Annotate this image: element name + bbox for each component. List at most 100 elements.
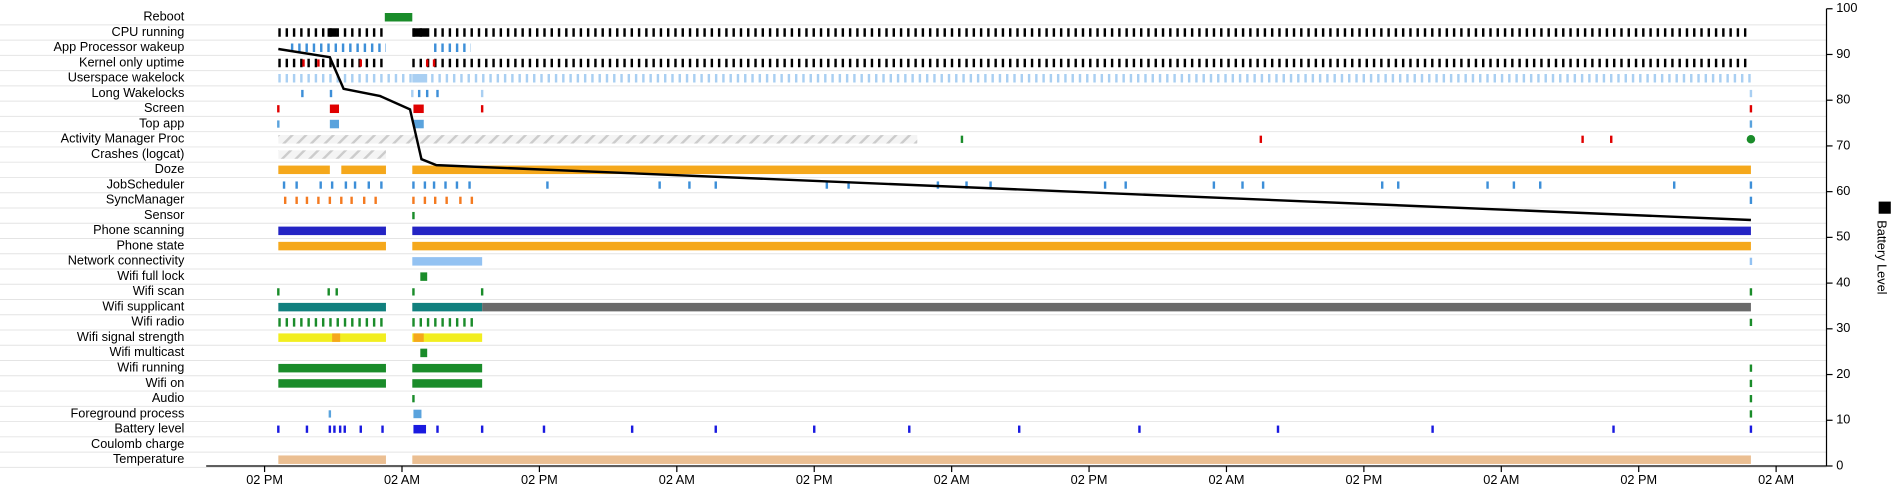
- legend-label: Battery Level: [1875, 220, 1890, 294]
- event-tick: [344, 181, 348, 189]
- event-tick: [411, 89, 414, 98]
- x-tick-label: 02 PM: [1071, 472, 1108, 487]
- event-tick: [302, 59, 305, 67]
- event-tick: [825, 181, 829, 189]
- event-tick: [283, 196, 287, 204]
- event-tick: [1749, 425, 1753, 433]
- event-tick: [305, 425, 309, 433]
- event-tick: [432, 59, 436, 67]
- event-tick: [367, 181, 370, 189]
- state-segment: [412, 226, 1751, 236]
- row-label: Crashes (logcat): [91, 146, 184, 161]
- event-tick: [1749, 288, 1753, 296]
- state-segment: [332, 333, 341, 342]
- event-tick: [425, 59, 429, 67]
- event-tick: [327, 288, 330, 296]
- state-segment: [412, 241, 1751, 251]
- event-tick: [1749, 181, 1753, 189]
- state-segment: [278, 165, 330, 175]
- state-segment: [329, 119, 340, 129]
- event-tick: [542, 425, 546, 433]
- event-tick: [417, 89, 421, 98]
- x-tick-label: 02 AM: [384, 472, 420, 487]
- y2-tick-label: 10: [1836, 412, 1850, 427]
- event-tick: [1241, 181, 1244, 189]
- state-segment: [412, 363, 483, 373]
- event-tick: [353, 181, 357, 189]
- event-tick: [333, 425, 336, 433]
- state-segment: [413, 424, 427, 434]
- row-label: Phone state: [116, 237, 184, 252]
- event-tick: [444, 181, 447, 189]
- event-tick: [1431, 425, 1434, 433]
- event-tick: [340, 196, 343, 204]
- battery-line: [278, 47, 1751, 222]
- event-tick: [374, 196, 377, 204]
- event-tick: [282, 181, 286, 189]
- y2-tick-label: 70: [1836, 137, 1850, 152]
- event-tick: [433, 196, 437, 204]
- event-tick: [960, 135, 964, 143]
- event-tick: [432, 181, 436, 189]
- event-tick: [630, 425, 634, 433]
- event-tick: [329, 89, 333, 98]
- state-segment: [412, 302, 483, 312]
- event-tick: [480, 105, 484, 113]
- event-tick: [480, 288, 484, 296]
- row-label: Long Wakelocks: [91, 85, 184, 100]
- state-segment: [413, 333, 424, 342]
- row-label: Reboot: [143, 9, 184, 24]
- row-label: Wifi on: [145, 375, 184, 390]
- event-tick: [412, 395, 415, 403]
- event-tick: [1672, 181, 1676, 189]
- event-tick: [1610, 135, 1613, 143]
- row-label: Wifi supplicant: [102, 298, 184, 313]
- x-tick-label: 02 AM: [659, 472, 695, 487]
- event-tick: [1486, 181, 1489, 189]
- row-label: Wifi radio: [131, 314, 184, 329]
- event-tick: [277, 288, 280, 296]
- row-label: Wifi running: [117, 360, 184, 375]
- event-tick: [381, 425, 384, 433]
- event-tick: [1749, 410, 1753, 418]
- event-tick: [412, 181, 415, 189]
- state-segment: [420, 348, 428, 358]
- event-tick: [338, 425, 342, 433]
- event-tick: [328, 410, 332, 418]
- state-segment: [413, 409, 422, 419]
- y2-tick-label: 40: [1836, 274, 1850, 289]
- event-tick: [908, 425, 911, 433]
- row-label: Userspace wakelock: [68, 70, 185, 85]
- event-tick: [1749, 379, 1753, 388]
- event-tick: [965, 181, 968, 189]
- event-tick: [1276, 425, 1280, 433]
- event-tick: [470, 196, 474, 204]
- row-label: Phone scanning: [93, 222, 184, 237]
- event-tick: [813, 425, 816, 433]
- state-segment: [278, 455, 386, 464]
- event-tick: [1512, 181, 1516, 189]
- row-label: Coulomb charge: [91, 436, 184, 451]
- x-tick-label: 02 AM: [1208, 472, 1244, 487]
- row-label: Activity Manager Proc: [61, 131, 185, 146]
- state-segment: [413, 104, 424, 114]
- event-tick: [328, 196, 332, 204]
- row-label: Foreground process: [71, 405, 185, 420]
- event-tick: [412, 196, 415, 204]
- row-label: Kernel only uptime: [79, 54, 184, 69]
- event-tick: [1138, 425, 1141, 433]
- event-tick: [380, 181, 383, 189]
- event-tick: [436, 89, 439, 98]
- event-tick: [277, 120, 280, 128]
- x-tick-label: 02 AM: [1483, 472, 1519, 487]
- row-label: JobScheduler: [107, 176, 186, 191]
- event-tick: [295, 181, 298, 189]
- state-segment: [420, 272, 428, 281]
- event-dot: [1746, 135, 1756, 144]
- event-tick: [301, 89, 304, 98]
- event-tick: [412, 211, 415, 220]
- row-label: Wifi scan: [133, 283, 185, 298]
- state-segment: [278, 241, 386, 251]
- event-tick: [1539, 181, 1542, 189]
